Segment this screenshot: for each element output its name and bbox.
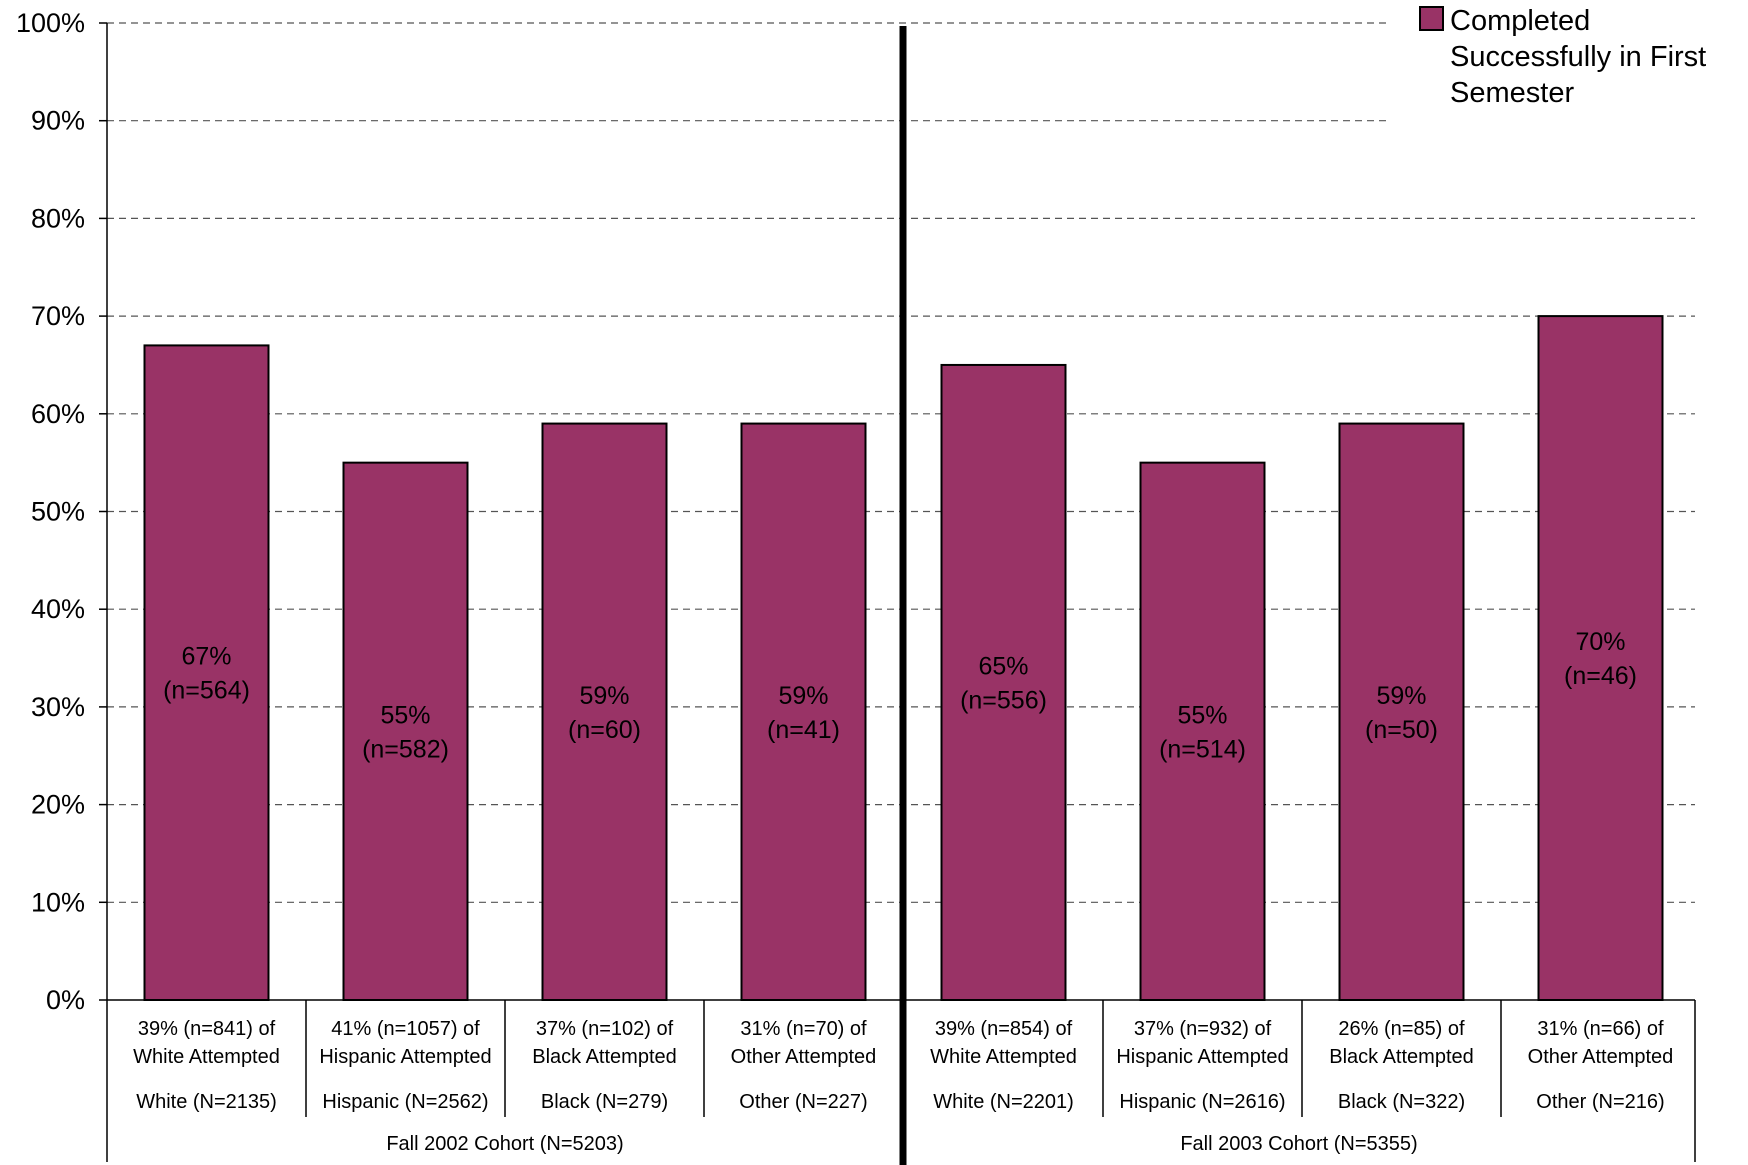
axes [99,22,1696,1165]
bar-count-label: (n=41) [767,716,840,744]
bar-count-label: (n=50) [1365,716,1438,744]
category-label: Black (N=322) [1338,1091,1465,1113]
attempted-label-line2: Black Attempted [532,1046,677,1068]
bar-count-label: (n=582) [362,735,449,763]
bar-count-label: (n=564) [163,677,250,705]
category-label: White (N=2201) [933,1091,1074,1113]
y-tick-label: 0% [46,985,85,1015]
bar [1139,461,1266,1001]
bar-value-label: 59% [778,682,828,710]
bar [1537,315,1664,1002]
bar [740,422,867,1001]
bar [342,461,469,1001]
cohort-label: Fall 2002 Cohort (N=5203) [386,1133,623,1155]
attempted-label-line2: Other Attempted [731,1046,877,1068]
y-tick-label: 50% [31,497,85,527]
attempted-label-line1: 41% (n=1057) of [331,1018,480,1040]
bar-count-label: (n=514) [1159,735,1246,763]
y-tick-label: 70% [31,301,85,331]
bar [1338,422,1465,1001]
y-tick-label: 10% [31,887,85,917]
attempted-label-line2: White Attempted [133,1046,280,1068]
bars [143,315,1664,1002]
cohort-label: Fall 2003 Cohort (N=5355) [1180,1133,1417,1155]
attempted-label-line1: 39% (n=854) of [935,1018,1073,1040]
bar [940,363,1067,1001]
attempted-label-line2: Hispanic Attempted [319,1046,491,1068]
category-labels: 39% (n=841) of White Attempted White (N=21… [133,1018,1673,1155]
category-label: Black (N=279) [541,1091,668,1113]
attempted-label-line1: 39% (n=841) of [138,1018,276,1040]
bar-value-label: 70% [1575,628,1625,656]
attempted-label-line2: White Attempted [930,1046,1077,1068]
attempted-label-line1: 37% (n=932) of [1134,1018,1272,1040]
legend-label-line: Semester [1450,77,1574,109]
bar [143,344,270,1002]
bar-count-label: (n=60) [568,716,641,744]
y-tick-label: 60% [31,399,85,429]
bar-value-label: 65% [978,652,1028,680]
bar-count-label: (n=556) [960,686,1047,714]
legend-label-line: Successfully in First [1450,41,1706,73]
bar [541,422,668,1001]
category-label: White (N=2135) [136,1091,277,1113]
attempted-label-line1: 31% (n=66) of [1537,1018,1664,1040]
attempted-label-line2: Hispanic Attempted [1116,1046,1288,1068]
bar-value-label: 55% [1177,701,1227,729]
attempted-label-line1: 37% (n=102) of [536,1018,674,1040]
attempted-label-line2: Other Attempted [1528,1046,1674,1068]
legend-swatch [1419,6,1444,31]
category-label: Other (N=216) [1536,1091,1664,1113]
bar-value-label: 67% [181,643,231,671]
y-tick-label: 90% [31,106,85,136]
category-label: Other (N=227) [739,1091,867,1113]
legend-label-line: Completed [1450,5,1590,37]
bar-value-label: 59% [1376,682,1426,710]
legend: Completed Successfully in First Semester [1419,5,1706,109]
category-label: Hispanic (N=2616) [1119,1091,1285,1113]
bar-value-label: 55% [380,701,430,729]
attempted-label-line1: 26% (n=85) of [1338,1018,1465,1040]
bar-value-label: 59% [579,682,629,710]
y-tick-label: 80% [31,203,85,233]
y-tick-label: 20% [31,790,85,820]
attempted-label-line1: 31% (n=70) of [740,1018,867,1040]
attempted-label-line2: Black Attempted [1329,1046,1474,1068]
y-tick-label: 100% [16,8,85,38]
y-tick-label: 30% [31,692,85,722]
bar-data-labels: 67% (n=564) 55% (n=582) 59% (n=60) 59% (n=41) 65… [163,628,1637,763]
y-tick-label: 40% [31,594,85,624]
y-axis-tick-labels: 0% 10% 20% 30% 40% 50% 60% 70% 80% 90% 100% [16,8,85,1015]
bar-count-label: (n=46) [1564,662,1637,690]
category-label: Hispanic (N=2562) [322,1091,488,1113]
